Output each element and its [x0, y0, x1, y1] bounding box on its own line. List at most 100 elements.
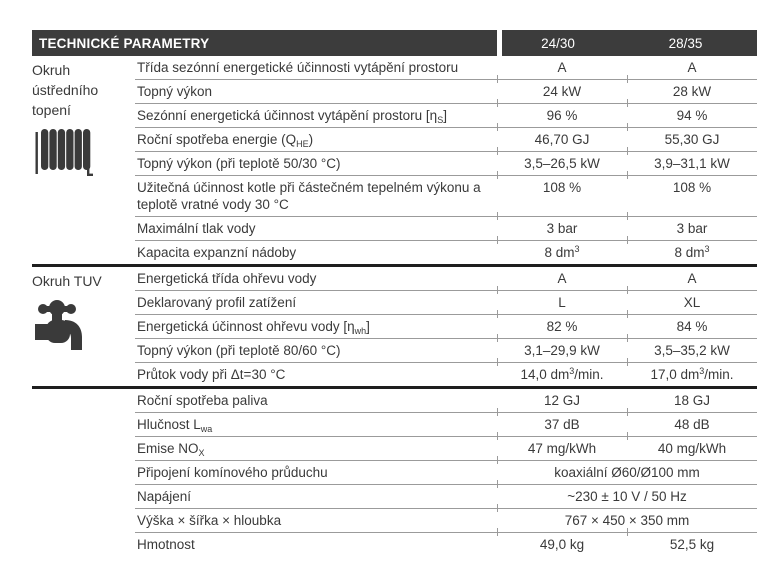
value-cell-spanning: koaxiální Ø60/Ø100 mm — [497, 456, 757, 481]
section-label: Okruh ústředního topení — [32, 62, 99, 118]
table-section-2: Okruh TUV Energetická třída ohřevu vody A A… — [32, 264, 757, 386]
parameter-label: Roční spotřeba paliva — [137, 393, 268, 408]
section-rows: Roční spotřeba paliva 12 GJ 18 GJ Hlučnost … — [135, 389, 757, 556]
value-cell-24/30: 3 bar — [497, 212, 627, 237]
table-row: Roční spotřeba paliva 12 GJ 18 GJ — [135, 389, 757, 412]
value-cell-28/35: 48 dB — [627, 408, 757, 433]
model-column-24-30: 24/30 — [541, 35, 575, 51]
value-cell-28/35: 28 kW — [627, 75, 757, 100]
value-cell-24/30: A — [557, 271, 567, 286]
subscript: X — [198, 448, 205, 458]
table-row: Napájení ~230 ± 10 V / 50 Hz — [135, 480, 757, 508]
table-row: Průtok vody při Δt=30 °C 14,0 dm3/min. 17,… — [135, 358, 757, 386]
value-cell-28/35: 40 mg/kWh — [627, 432, 757, 457]
value-cell-28/35: 84 % — [627, 310, 757, 335]
value-cell-28/35: 17,0 dm3/min. — [627, 358, 757, 383]
table-row: Topný výkon (při teplotě 80/60 °C) 3,1–29… — [135, 334, 757, 362]
value-cell-28/35: A — [687, 60, 697, 75]
value-cell-28/35: 18 GJ — [673, 393, 711, 408]
parameter-label: Energetická účinnost ohřevu vody [ηwh] — [137, 319, 370, 336]
value-cell-28/35: XL — [627, 286, 757, 311]
table-title: TECHNICKÉ PARAMETRY — [32, 30, 497, 56]
parameter-label: Napájení — [137, 489, 192, 504]
table-row: Roční spotřeba energie (QHE) 46,70 GJ 55,3… — [135, 123, 757, 151]
radiator-icon — [35, 129, 135, 182]
parameter-label: Maximální tlak vody — [137, 221, 256, 236]
section-rows: Energetická třída ohřevu vody A A Deklarova… — [135, 267, 757, 386]
value-cell-28/35: 94 % — [627, 99, 757, 124]
value-cell-24/30: A — [557, 60, 567, 75]
model-column-28-35: 28/35 — [668, 35, 703, 51]
value-cell-spanning: ~230 ± 10 V / 50 Hz — [497, 480, 757, 505]
value-cell-28/35: 108 % — [627, 171, 757, 196]
subscript: HE — [296, 139, 309, 149]
table-row: Připojení komínového průduchu koaxiální Ø… — [135, 456, 757, 484]
table-row: Hlučnost Lwa 37 dB 48 dB — [135, 408, 757, 436]
value-cell-24/30: 8 dm3 — [497, 236, 627, 261]
subscript: wh — [354, 326, 367, 336]
value-cell-spanning: 767 × 450 × 350 mm — [497, 504, 757, 529]
value-cell-24/30: 3,5–26,5 kW — [497, 147, 627, 172]
section-label: Okruh TUV — [32, 273, 102, 289]
superscript: 3 — [569, 366, 575, 376]
parameter-label: Kapacita expanzní nádoby — [137, 245, 297, 260]
parameter-label: Třída sezónní energetické účinnosti vytá… — [137, 60, 459, 75]
value-cell-24/30: 108 % — [497, 171, 627, 196]
table-row: Výška × šířka × hloubka 767 × 450 × 350 m… — [135, 504, 757, 532]
value-cell-28/35: 8 dm3 — [627, 236, 757, 261]
parameter-label: Deklarovaný profil zatížení — [137, 295, 297, 310]
value-cell-24/30: 46,70 GJ — [497, 123, 627, 148]
value-cell-24/30: 82 % — [497, 310, 627, 335]
table-row: Sezónní energetická účinnost vytápění pr… — [135, 99, 757, 127]
parameter-label: Průtok vody při Δt=30 °C — [137, 367, 286, 382]
table-row: Topný výkon 24 kW 28 kW — [135, 75, 757, 103]
table-row: Maximální tlak vody 3 bar 3 bar — [135, 212, 757, 240]
value-cell-24/30: 14,0 dm3/min. — [497, 358, 627, 383]
value-cell-24/30: 96 % — [497, 99, 627, 124]
value-cell-28/35: A — [687, 271, 697, 286]
value-cell-28/35: 52,5 kg — [627, 528, 757, 553]
table-row: Užitečná účinnost kotle při částečném te… — [135, 171, 757, 216]
parameter-label: Hlučnost Lwa — [137, 417, 213, 434]
section-rows: Třída sezónní energetické účinnosti vytá… — [135, 56, 757, 264]
header-gap — [497, 30, 502, 56]
parameter-label: Emise NOX — [137, 441, 205, 458]
value-cell-24/30: 47 mg/kWh — [497, 432, 627, 457]
table-row: Topný výkon (při teplotě 50/30 °C) 3,5–26… — [135, 147, 757, 175]
value-cell-28/35: 3,9–31,1 kW — [627, 147, 757, 172]
section-side-label — [32, 389, 135, 556]
table-row: Hmotnost 49,0 kg 52,5 kg — [135, 528, 757, 556]
table-row: Energetická třída ohřevu vody A A — [135, 267, 757, 290]
value-cell-28/35: 3 bar — [627, 212, 757, 237]
parameter-label: Hmotnost — [137, 537, 195, 552]
superscript: 3 — [574, 244, 580, 254]
value-cell-24/30: 3,1–29,9 kW — [497, 334, 627, 359]
parameter-label: Roční spotřeba energie (QHE) — [137, 132, 314, 149]
parameter-label: Výška × šířka × hloubka — [137, 513, 282, 528]
value-cell-24/30: L — [497, 286, 627, 311]
faucet-icon — [35, 300, 135, 359]
table-row: Emise NOX 47 mg/kWh 40 mg/kWh — [135, 432, 757, 460]
table-row: Kapacita expanzní nádoby 8 dm3 8 dm3 — [135, 236, 757, 264]
subscript: S — [437, 115, 444, 125]
table-section-3: Roční spotřeba paliva 12 GJ 18 GJ Hlučnost … — [32, 386, 757, 556]
table-body: Okruh ústředního topení Třída sezónní ene… — [32, 56, 757, 556]
parameter-label: Topný výkon (při teplotě 50/30 °C) — [137, 156, 341, 171]
value-cell-24/30: 24 kW — [497, 75, 627, 100]
technical-parameters-table: TECHNICKÉ PARAMETRY 24/30 28/35 Okruh ús… — [32, 30, 757, 556]
parameter-label: Energetická třída ohřevu vody — [137, 271, 317, 286]
value-cell-24/30: 37 dB — [497, 408, 627, 433]
parameter-label: Užitečná účinnost kotle při částečném te… — [137, 180, 481, 212]
model-columns: 24/30 28/35 — [502, 30, 757, 56]
value-cell-24/30: 49,0 kg — [497, 528, 627, 553]
table-row: Energetická účinnost ohřevu vody [ηwh] 82… — [135, 310, 757, 338]
table-section-1: Okruh ústředního topení Třída sezónní ene… — [32, 56, 757, 264]
table-row: Třída sezónní energetické účinnosti vytá… — [135, 56, 757, 79]
table-row: Deklarovaný profil zatížení L XL — [135, 286, 757, 314]
superscript: 3 — [704, 244, 710, 254]
subscript: wa — [200, 424, 213, 434]
table-header: TECHNICKÉ PARAMETRY 24/30 28/35 — [32, 30, 757, 56]
value-cell-28/35: 3,5–35,2 kW — [627, 334, 757, 359]
parameter-label: Topný výkon (při teplotě 80/60 °C) — [137, 343, 341, 358]
